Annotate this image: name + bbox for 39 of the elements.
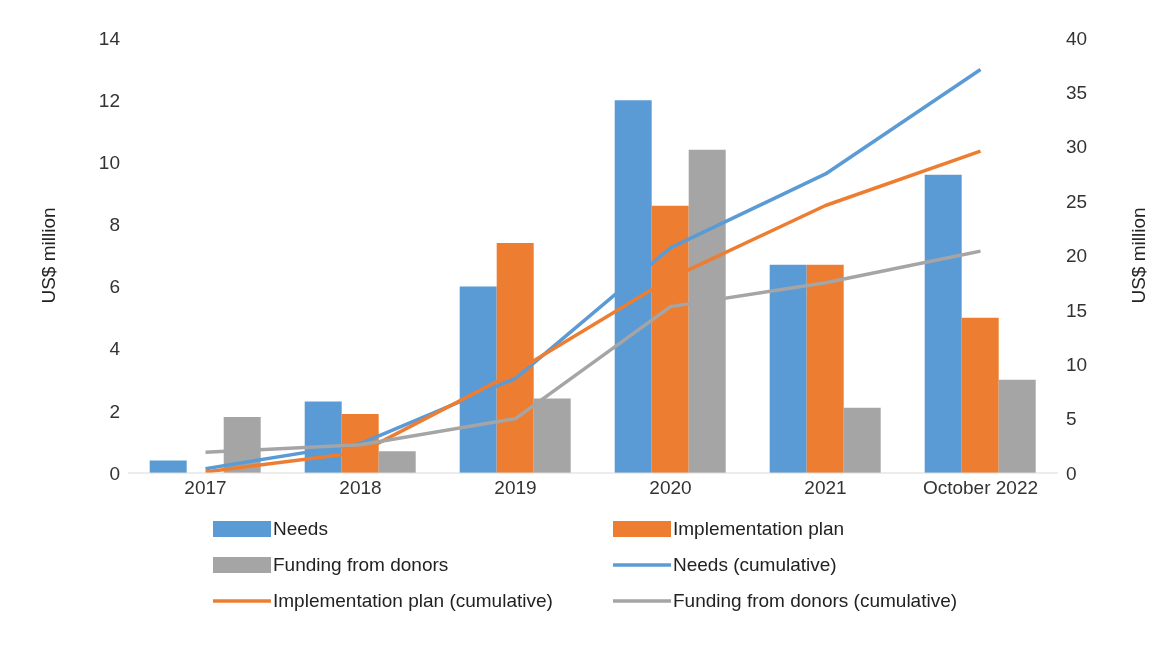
y-tick-label: 6 (109, 276, 120, 298)
y-tick-label: 14 (98, 27, 121, 49)
y2-tick-label: 10 (1066, 353, 1088, 375)
x-tick-label: 2018 (339, 477, 382, 499)
bar (998, 379, 1036, 473)
legend-label: Needs (cumulative) (673, 554, 837, 576)
y2-tick-label: 40 (1066, 27, 1088, 49)
y2-tick-label: 0 (1066, 462, 1077, 484)
legend-label: Implementation plan (cumulative) (273, 590, 553, 612)
y-tick-label: 10 (98, 152, 120, 174)
x-tick-label: 2021 (804, 477, 847, 499)
y2-tick-label: 20 (1066, 245, 1088, 267)
bar (806, 264, 844, 473)
x-tick-label: 2017 (184, 477, 227, 499)
x-tick-label: 2019 (494, 477, 537, 499)
line-series (203, 149, 983, 473)
y2-axis-title: US$ million (1127, 207, 1149, 304)
legend-label: Funding from donors (273, 554, 449, 576)
legend-label: Funding from donors (cumulative) (673, 590, 958, 612)
y-tick-label: 0 (109, 462, 120, 484)
y2-tick-label: 25 (1066, 190, 1088, 212)
y-tick-label: 8 (109, 214, 120, 236)
y2-tick-label: 5 (1066, 408, 1077, 430)
y-tick-label: 4 (109, 338, 121, 360)
x-tick-label: October 2022 (922, 477, 1039, 499)
bar (378, 451, 416, 473)
y2-tick-label: 35 (1066, 82, 1088, 104)
y-tick-label: 2 (109, 400, 120, 422)
legend-label: Needs (273, 518, 328, 540)
legend-label: Implementation plan (673, 518, 845, 540)
y2-tick-label: 15 (1066, 299, 1088, 321)
y2-tick-label: 30 (1066, 136, 1088, 158)
bar (961, 317, 999, 473)
bar (769, 264, 807, 473)
x-tick-label: 2020 (649, 477, 692, 499)
y-tick-label: 12 (98, 89, 120, 111)
y-axis-title: US$ million (37, 207, 59, 304)
bar (924, 174, 962, 473)
bar (843, 407, 881, 473)
